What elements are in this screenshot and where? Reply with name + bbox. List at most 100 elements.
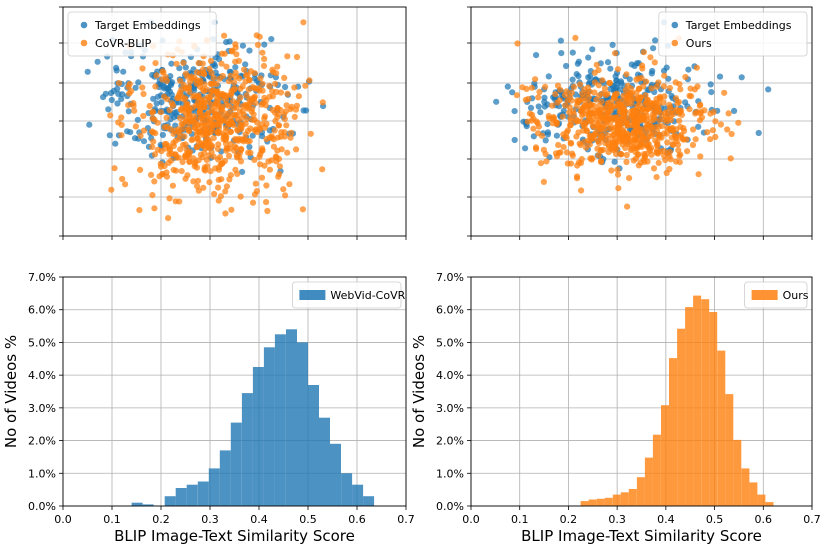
scatter-point bbox=[156, 173, 163, 180]
scatter-point bbox=[198, 122, 205, 129]
scatter-point bbox=[544, 121, 551, 128]
scatter-point bbox=[183, 118, 190, 125]
scatter-point bbox=[557, 37, 565, 44]
scatter-point bbox=[647, 115, 655, 122]
scatter-point bbox=[164, 85, 171, 92]
scatter-point bbox=[210, 74, 217, 81]
histogram-bar bbox=[230, 422, 242, 506]
legend-patch bbox=[751, 290, 778, 300]
scatter-point bbox=[690, 126, 697, 133]
scatter-point bbox=[277, 89, 284, 96]
histogram-panel-left: 0.0 0.1 0.2 0.3 0.4 0.5 0.6 0.7 0.0% 1.0% 2.0% 3.0%… bbox=[2, 271, 415, 545]
scatter-point bbox=[258, 101, 265, 108]
scatter-point bbox=[208, 125, 216, 132]
scatter-point bbox=[165, 215, 172, 222]
scatter-point bbox=[175, 135, 182, 142]
scatter-point bbox=[116, 80, 123, 87]
y-tick-label: 0.0% bbox=[436, 500, 464, 513]
histogram-bar bbox=[685, 307, 694, 506]
histogram-bar bbox=[341, 473, 353, 506]
scatter-point bbox=[607, 85, 614, 92]
scatter-point bbox=[658, 123, 666, 130]
scatter-point bbox=[225, 152, 233, 159]
scatter-point bbox=[207, 80, 214, 87]
scatter-point bbox=[738, 74, 745, 81]
scatter-point bbox=[181, 133, 188, 140]
scatter-point bbox=[556, 97, 563, 104]
legend-box bbox=[67, 11, 217, 57]
scatter-point bbox=[286, 181, 293, 188]
scatter-point bbox=[113, 67, 120, 74]
scatter-point bbox=[656, 95, 664, 102]
scatter-point bbox=[119, 91, 126, 98]
scatter-point bbox=[261, 41, 268, 48]
histogram-bar bbox=[725, 394, 734, 506]
scatter-point bbox=[281, 111, 288, 118]
scatter-point bbox=[648, 99, 655, 107]
scatter-point bbox=[676, 159, 683, 166]
scatter-point bbox=[632, 115, 639, 122]
scatter-point bbox=[247, 125, 254, 132]
scatter-point bbox=[227, 140, 234, 148]
legend-label: Ours bbox=[783, 289, 809, 302]
y-tick-label: 5.0% bbox=[28, 336, 56, 349]
scatter-point bbox=[176, 198, 183, 205]
scatter-point bbox=[151, 178, 158, 185]
scatter-point bbox=[641, 158, 648, 165]
scatter-point bbox=[319, 166, 326, 173]
scatter-point bbox=[252, 99, 259, 107]
scatter-point bbox=[698, 114, 706, 121]
scatter-point bbox=[260, 62, 268, 69]
scatter-point bbox=[153, 100, 160, 107]
scatter-point bbox=[593, 61, 600, 68]
scatter-point bbox=[272, 80, 279, 87]
scatter-point bbox=[166, 147, 173, 154]
scatter-point bbox=[139, 84, 146, 91]
scatter-point bbox=[179, 158, 186, 166]
scatter-point bbox=[211, 190, 218, 198]
histogram-bar bbox=[652, 434, 661, 506]
scatter-point bbox=[615, 185, 622, 192]
scatter-point bbox=[611, 158, 618, 165]
scatter-point bbox=[139, 65, 146, 72]
scatter-point bbox=[725, 110, 732, 117]
scatter-point bbox=[242, 61, 249, 68]
legend-marker bbox=[671, 39, 679, 47]
scatter-point bbox=[709, 127, 717, 134]
scatter-point bbox=[191, 163, 198, 170]
scatter-point bbox=[256, 33, 263, 40]
scatter-point bbox=[276, 171, 283, 178]
scatter-point bbox=[122, 181, 129, 188]
legend-marker bbox=[671, 21, 679, 29]
scatter-point bbox=[125, 102, 132, 109]
scatter-point bbox=[644, 143, 652, 150]
scatter-point bbox=[171, 151, 178, 158]
histogram-bar bbox=[319, 417, 330, 506]
scatter-point bbox=[275, 122, 283, 129]
scatter-point bbox=[136, 207, 143, 214]
scatter-point bbox=[639, 62, 646, 69]
scatter-point bbox=[186, 88, 193, 96]
scatter-point bbox=[207, 57, 215, 64]
scatter-point bbox=[169, 182, 176, 189]
scatter-point bbox=[227, 72, 234, 79]
histogram-bar bbox=[588, 499, 597, 506]
histogram-bar bbox=[709, 312, 718, 506]
scatter-point bbox=[215, 184, 222, 191]
scatter-point bbox=[707, 81, 714, 88]
scatter-point bbox=[727, 155, 734, 162]
scatter-point bbox=[596, 140, 603, 147]
histogram-bar bbox=[274, 334, 286, 507]
scatter-point bbox=[140, 112, 147, 120]
scatter-point bbox=[218, 60, 225, 67]
scatter-point bbox=[158, 99, 165, 106]
scatter-point bbox=[627, 108, 634, 115]
scatter-point bbox=[600, 116, 607, 123]
scatter-point bbox=[235, 57, 242, 64]
x-tick-label: 0.7 bbox=[397, 513, 415, 526]
scatter-point bbox=[164, 123, 171, 130]
scatter-point bbox=[277, 133, 284, 140]
legend-patch bbox=[299, 290, 326, 300]
scatter-point bbox=[553, 132, 561, 139]
scatter-point bbox=[154, 93, 161, 100]
